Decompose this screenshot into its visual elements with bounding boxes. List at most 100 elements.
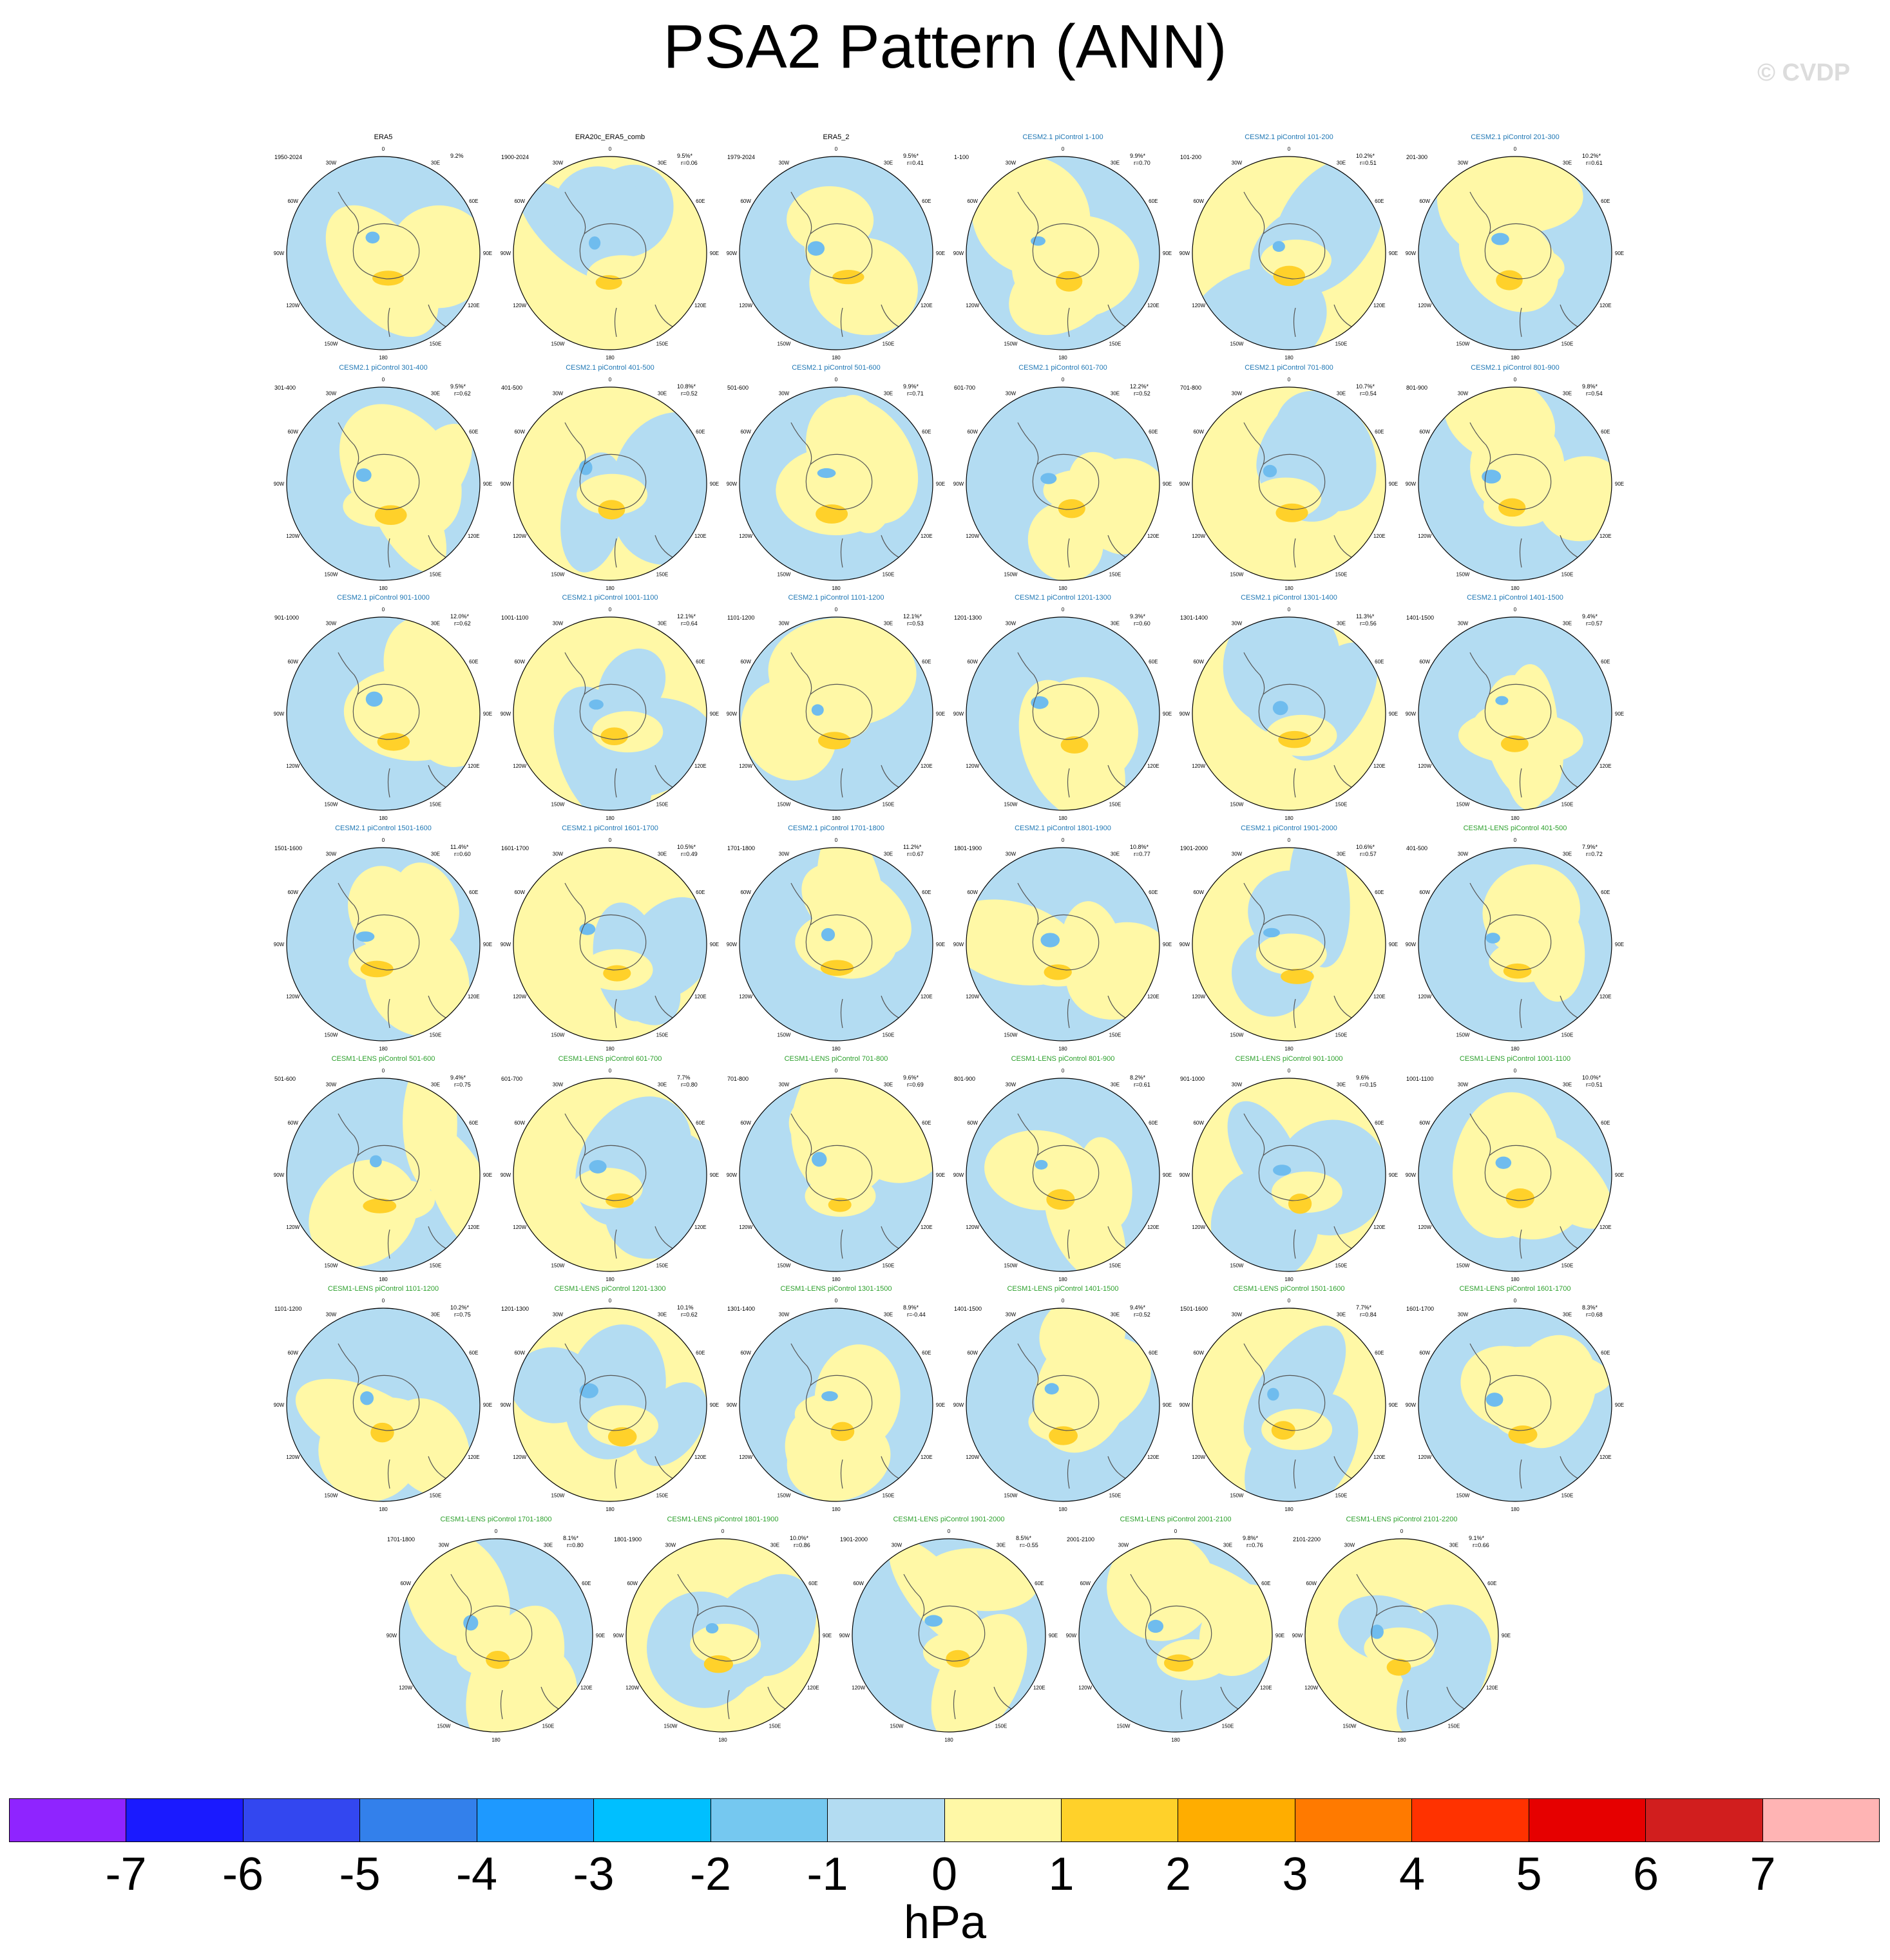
panel-years: 1901-2000 xyxy=(1180,845,1208,852)
longitude-label: 60E xyxy=(1375,429,1384,435)
map-panel: CESM2.1 piControl 1401-1500 1401-1500 9.4%… xyxy=(1406,593,1624,821)
south-america-coastline xyxy=(677,1574,699,1617)
anomaly-region xyxy=(604,1130,707,1259)
longitude-label: 90E xyxy=(1163,1402,1172,1408)
polar-map: 0 30E 60E 90E 120E 150E 180 150W 120W 90W 60W 30W xyxy=(727,607,945,821)
panel-title: CESM2.1 piControl 801-900 xyxy=(1471,364,1560,372)
longitude-label: 90E xyxy=(1389,711,1398,717)
longitude-label: 60E xyxy=(1149,890,1158,895)
longitude-label: 180 xyxy=(832,815,841,821)
longitude-label: 150E xyxy=(769,1723,781,1729)
panel-title: CESM2.1 piControl 1601-1700 xyxy=(562,824,658,832)
antarctica-coastline xyxy=(579,223,647,280)
longitude-label: 60W xyxy=(967,890,978,895)
colorbar-box xyxy=(944,1799,1062,1841)
antarctica-coastline xyxy=(1258,1375,1326,1431)
longitude-label: 90E xyxy=(1389,942,1398,947)
longitude-label: 0 xyxy=(1514,1298,1517,1304)
longitude-label: 150W xyxy=(1230,341,1244,347)
longitude-label: 60E xyxy=(1149,1350,1158,1356)
panel-variance: 10.0%* xyxy=(1582,1074,1601,1081)
longitude-label: 0 xyxy=(835,146,838,152)
anomaly-region xyxy=(1027,502,1103,580)
longitude-label: 30W xyxy=(1458,621,1469,627)
longitude-label: 60W xyxy=(1419,890,1430,895)
longitude-label: 90W xyxy=(274,251,285,256)
longitude-label: 30E xyxy=(1111,621,1120,627)
panel-title: CESM2.1 piControl 1501-1600 xyxy=(335,824,432,832)
longitude-label: 90W xyxy=(953,711,964,717)
antarctica-coastline xyxy=(805,1145,873,1201)
colorbar-box xyxy=(1295,1799,1413,1841)
panel-years: 1301-1400 xyxy=(1180,614,1208,621)
polar-map: 0 30E 60E 90E 120E 150E 180 150W 120W 90W 60W 30W xyxy=(727,1068,945,1282)
longitude-label: 60W xyxy=(740,659,751,665)
panel-correlation: r=0.84 xyxy=(1360,1311,1377,1318)
longitude-label: 150W xyxy=(551,1032,565,1038)
panel-years: 1601-1700 xyxy=(501,845,530,852)
longitude-label: 60W xyxy=(740,1120,751,1126)
anomaly-core-negative xyxy=(356,931,375,942)
longitude-label: 120W xyxy=(513,763,526,769)
longitude-label: 60E xyxy=(922,1120,931,1126)
anomaly-core-negative xyxy=(1031,236,1045,246)
longitude-label: 120E xyxy=(921,994,933,1000)
longitude-label: 150W xyxy=(551,1492,565,1498)
anomaly-core-positive xyxy=(1273,265,1306,287)
longitude-label: 150W xyxy=(437,1723,451,1729)
panel-variance: 12.1%* xyxy=(903,613,922,620)
polar-map: 0 30E 60E 90E 120E 150E 180 150W 120W 90W 60W 30W xyxy=(953,1068,1172,1282)
longitude-label: 0 xyxy=(948,1528,951,1534)
longitude-label: 150W xyxy=(551,571,565,577)
panel-correlation: r=0.57 xyxy=(1360,851,1377,857)
map-border xyxy=(286,1078,481,1272)
map-panel: CESM1-LENS piControl 1701-1800 1701-1800 8… xyxy=(387,1514,605,1743)
south-america-coastline xyxy=(1017,652,1039,695)
longitude-label: 90E xyxy=(710,481,719,487)
longitude-label: 120W xyxy=(1418,763,1431,769)
panel-title: CESM1-LENS piControl 1601-1700 xyxy=(1459,1285,1571,1293)
anomaly-region xyxy=(889,1539,983,1650)
anomaly-core-negative xyxy=(589,1159,607,1174)
longitude-label: 150E xyxy=(1561,341,1574,347)
longitude-label: 180 xyxy=(1058,585,1067,591)
longitude-label: 120W xyxy=(399,1685,412,1691)
panel-variance: 9.2% xyxy=(450,153,464,159)
panel-title: CESM1-LENS piControl 2001-2100 xyxy=(1120,1516,1232,1523)
longitude-label: 0 xyxy=(835,1298,838,1304)
longitude-label: 30E xyxy=(1337,621,1346,627)
south-america-coastline xyxy=(1017,882,1039,926)
panel-correlation: r=0.51 xyxy=(1360,160,1377,166)
longitude-label: 180 xyxy=(1511,1507,1520,1512)
panel-title: CESM2.1 piControl 1901-2000 xyxy=(1241,824,1337,832)
antarctica-coastline xyxy=(1484,1375,1552,1431)
panel-variance: 9.9%* xyxy=(903,383,919,390)
map-panel: CESM2.1 piControl 1901-2000 1901-2000 10.6… xyxy=(1179,823,1398,1052)
anomaly-core-negative xyxy=(1263,928,1280,938)
longitude-label: 150E xyxy=(1561,1032,1574,1038)
panel-correlation: r=0.54 xyxy=(1586,390,1603,397)
longitude-label: 150W xyxy=(551,341,565,347)
longitude-label: 0 xyxy=(1062,377,1065,383)
longitude-label: 90W xyxy=(1179,481,1190,487)
anomaly-core-positive xyxy=(830,1422,855,1441)
anomaly-region xyxy=(1033,707,1104,748)
panel-title: CESM2.1 piControl 1-100 xyxy=(1022,133,1103,141)
longitude-label: 180 xyxy=(379,815,388,821)
panel-variance: 7.9%* xyxy=(1582,844,1598,850)
panel-variance: 9.6% xyxy=(1356,1074,1370,1081)
longitude-label: 60E xyxy=(469,1120,478,1126)
colorbar-tick-label: 6 xyxy=(1632,1849,1659,1900)
map-panel: CESM1-LENS piControl 801-900 801-900 8.2%*… xyxy=(953,1054,1172,1282)
longitude-label: 60W xyxy=(1193,429,1204,435)
panel-years: 1801-1900 xyxy=(954,845,982,852)
longitude-label: 120E xyxy=(1147,1224,1160,1230)
longitude-label: 120E xyxy=(1147,533,1160,539)
longitude-label: 30W xyxy=(1458,160,1469,166)
anomaly-core-negative xyxy=(705,1622,719,1634)
longitude-label: 60W xyxy=(967,429,978,435)
map-panel: CESM1-LENS piControl 1201-1300 1201-1300 1… xyxy=(501,1284,719,1512)
panel-variance: 11.4%* xyxy=(450,844,469,850)
longitude-label: 90W xyxy=(953,1172,964,1178)
longitude-label: 180 xyxy=(1284,1507,1293,1512)
